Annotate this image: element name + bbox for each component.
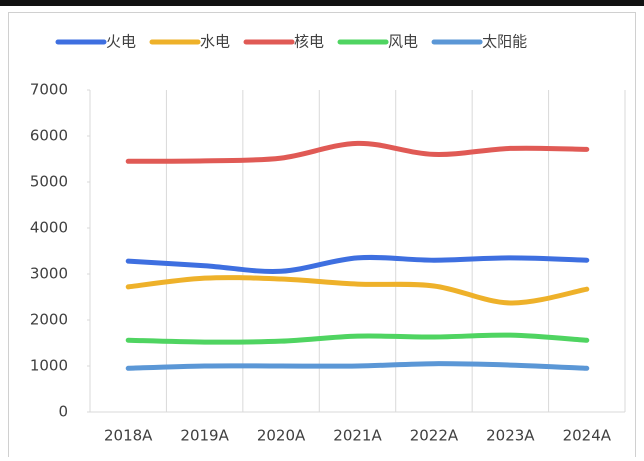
chart-frame <box>8 12 636 461</box>
x-tick-label: 2024A <box>563 427 612 445</box>
x-tick-label: 2019A <box>180 427 229 445</box>
y-tick-label: 7000 <box>30 81 68 99</box>
y-tick-label: 0 <box>58 403 68 421</box>
y-tick-label: 3000 <box>30 265 68 283</box>
x-tick-label: 2018A <box>104 427 153 445</box>
x-tick-label: 2020A <box>257 427 306 445</box>
y-tick-label: 6000 <box>30 127 68 145</box>
x-tick-label: 2021A <box>333 427 382 445</box>
series-line <box>125 275 590 306</box>
legend-label: 水电 <box>200 33 230 51</box>
series-line <box>125 361 590 371</box>
x-tick-label: 2023A <box>486 427 535 445</box>
series-line <box>125 332 590 345</box>
y-tick-label: 2000 <box>30 311 68 329</box>
y-tick-label: 4000 <box>30 219 68 237</box>
series-line <box>125 140 590 164</box>
series-line <box>125 254 590 274</box>
y-tick-label: 1000 <box>30 357 68 375</box>
y-tick-label: 5000 <box>30 173 68 191</box>
legend-label: 核电 <box>294 33 324 51</box>
legend-label: 火电 <box>106 33 136 51</box>
top-bar <box>0 0 644 6</box>
legend-label: 太阳能 <box>482 33 527 51</box>
x-tick-label: 2022A <box>410 427 459 445</box>
legend-label: 风电 <box>388 33 418 51</box>
